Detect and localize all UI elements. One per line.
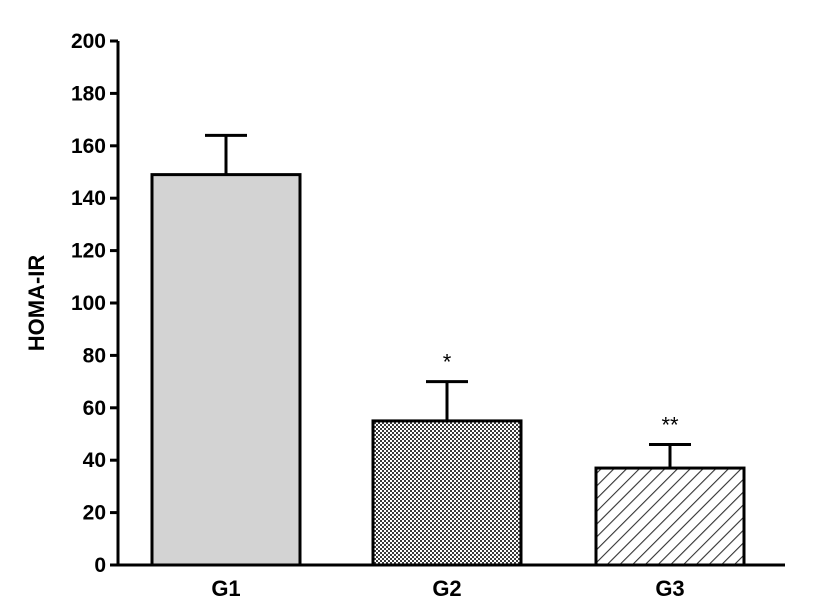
axes: 0 20 40 60 80 100 120 140 160 180 200	[71, 30, 785, 577]
y-tick-label: 200	[71, 30, 106, 53]
y-tick-label: 160	[71, 135, 106, 158]
y-tick-label: 100	[71, 292, 106, 315]
y-tick-label: 120	[71, 240, 106, 263]
bars	[150, 133, 746, 567]
y-tick-label: 180	[71, 82, 106, 105]
bar-g2	[371, 419, 523, 567]
bar-g3	[594, 466, 746, 567]
bar-g1	[150, 173, 302, 567]
x-tick-label-g1: G1	[211, 576, 240, 601]
y-tick-label: 80	[83, 344, 106, 367]
x-tick-label-g2: G2	[432, 576, 461, 601]
y-tick-label: 140	[71, 187, 106, 210]
y-tick-label: 20	[83, 502, 106, 525]
y-tick-label: 0	[94, 554, 106, 577]
significance-marker-g2: *	[443, 350, 452, 375]
y-tick-label: 60	[83, 397, 106, 420]
significance-marker-g3: **	[661, 412, 679, 437]
labels: HOMA-IR G1 G2 * G3 **	[24, 255, 685, 601]
x-tick-label-g3: G3	[655, 576, 684, 601]
y-axis-title: HOMA-IR	[24, 255, 49, 352]
y-tick-label: 40	[83, 449, 106, 472]
